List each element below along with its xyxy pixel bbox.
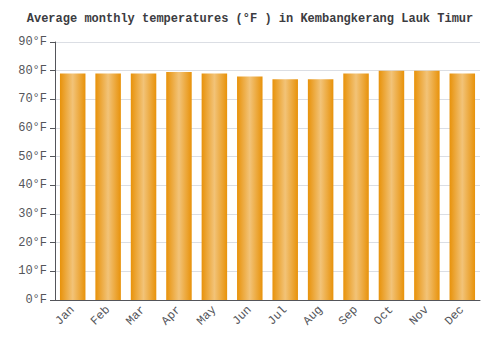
svg-text:0°F: 0°F xyxy=(25,293,47,307)
svg-text:Feb: Feb xyxy=(88,303,113,328)
svg-text:90°F: 90°F xyxy=(18,35,47,49)
svg-text:Jan: Jan xyxy=(53,303,78,328)
svg-text:Mar: Mar xyxy=(123,303,148,328)
svg-text:Dec: Dec xyxy=(442,303,467,328)
svg-text:10°F: 10°F xyxy=(18,264,47,278)
svg-text:Apr: Apr xyxy=(159,303,184,328)
svg-text:20°F: 20°F xyxy=(18,236,47,250)
svg-text:Oct: Oct xyxy=(371,303,396,328)
svg-text:Nov: Nov xyxy=(407,303,432,328)
svg-text:30°F: 30°F xyxy=(18,207,47,221)
svg-text:May: May xyxy=(194,303,219,328)
svg-text:80°F: 80°F xyxy=(18,64,47,78)
svg-text:Sep: Sep xyxy=(336,303,361,328)
svg-text:50°F: 50°F xyxy=(18,150,47,164)
svg-text:40°F: 40°F xyxy=(18,178,47,192)
svg-text:Aug: Aug xyxy=(300,303,325,328)
svg-text:Average monthly temperatures (: Average monthly temperatures (°F ) in Ke… xyxy=(27,12,473,26)
svg-text:Jul: Jul xyxy=(265,303,290,328)
svg-text:70°F: 70°F xyxy=(18,92,47,106)
svg-text:Jun: Jun xyxy=(230,303,255,328)
svg-text:60°F: 60°F xyxy=(18,121,47,135)
